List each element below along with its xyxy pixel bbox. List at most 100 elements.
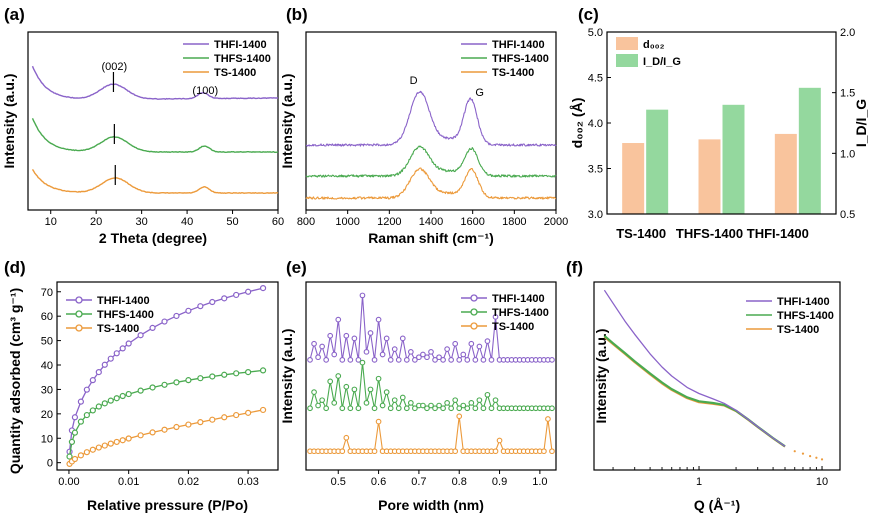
panel-e-point-THFI-1400-3 <box>319 343 325 350</box>
panel-c-bar-idig-TS-1400 <box>646 109 669 214</box>
panel-d-point-THFI-1400-11 <box>125 340 132 347</box>
panel-b-xtick-1000: 1000 <box>335 216 359 228</box>
panel-d-point-TS-1400-20 <box>233 411 240 419</box>
panel-e-point-THFS-1400-28 <box>420 402 426 409</box>
panel-c-ytick-right-0.5: 0.5 <box>840 209 855 221</box>
panel-b-legend-label-1: THFS-1400 <box>492 53 549 65</box>
panel-e-point-THFI-1400-5 <box>327 332 334 339</box>
panel-f-xtick-10: 10 <box>816 476 828 488</box>
panel-f-dot-TS-1400-3 <box>815 456 818 459</box>
panel-e-point-TS-1400-36 <box>452 448 459 455</box>
panel-e-xtick-0.8: 0.8 <box>452 476 467 488</box>
panel-d-xtick-2: 0.02 <box>178 476 199 488</box>
panel-e-point-THFS-1400-37 <box>456 405 463 412</box>
panel-c-ytick-left-4.5: 4.5 <box>588 73 603 85</box>
panel-a-xtick-10: 10 <box>45 216 57 228</box>
panel-e-xtick-1: 1.0 <box>532 476 547 488</box>
panel-e-point-THFI-1400-35 <box>448 357 455 363</box>
panel-e-point-THFS-1400-33 <box>440 405 446 412</box>
panel-f-xlabel: Q (Å⁻¹) <box>694 497 740 513</box>
panel-e-point-THFS-1400-15 <box>367 386 374 393</box>
panel-d-xtick-3: 0.03 <box>237 476 258 488</box>
panel-d-point-THFS-1400-8 <box>107 397 114 404</box>
panel-e-point-THFI-1400-0 <box>307 357 313 363</box>
panel-c-ytick-right-1.5: 1.5 <box>840 88 855 100</box>
panel-a-frame <box>27 31 279 211</box>
panel-d-point-THFI-1400-14 <box>161 318 168 325</box>
panel-d-point-TS-1400-13 <box>149 429 156 436</box>
panel-d-xlabel: Relative pressure (P/Po) <box>87 497 248 513</box>
panel-e-point-THFS-1400-23 <box>399 394 406 401</box>
panel-e-point-THFS-1400-9 <box>343 383 350 390</box>
panel-b-label: (b) <box>286 5 308 24</box>
panel-e-point-THFS-1400-31 <box>432 405 438 412</box>
panel-c-legend-label-1: I_D/I_G <box>643 56 681 68</box>
panel-e-point-THFS-1400-46 <box>492 397 499 404</box>
panel-e-point-THFS-1400-41 <box>472 405 479 412</box>
panel-e-xtick-0.7: 0.7 <box>411 476 426 488</box>
panel-e-point-THFS-1400-4 <box>323 405 330 412</box>
panel-e-point-THFI-1400-12 <box>355 357 362 363</box>
panel-d-xtick-0: 0.00 <box>58 476 79 488</box>
panel-d-point-TS-1400-14 <box>161 426 168 433</box>
panel-e-point-TS-1400-9 <box>343 434 350 441</box>
panel-e-legend-marker-0 <box>470 294 478 302</box>
panel-e-point-THFI-1400-22 <box>395 357 402 363</box>
panel-e-point-THFI-1400-18 <box>379 351 386 358</box>
panel-e-point-THFI-1400-8 <box>339 357 346 363</box>
panel-e-point-THFS-1400-16 <box>371 405 378 412</box>
panel-d-point-TS-1400-22 <box>259 406 267 414</box>
panel-e-xlabel: Pore width (nm) <box>378 497 484 513</box>
panel-e-point-THFS-1400-20 <box>387 405 394 412</box>
panel-b-series-THFI-1400 <box>305 90 557 147</box>
panel-d-label: (d) <box>4 258 26 277</box>
panel-e-point-THFI-1400-10 <box>347 357 354 363</box>
panel-d-point-THFI-1400-20 <box>233 291 240 299</box>
panel-e-point-THFS-1400-30 <box>428 402 434 409</box>
panel-d-point-THFS-1400-11 <box>125 390 132 398</box>
panel-d-point-THFI-1400-12 <box>137 332 144 339</box>
panel-d-ytick-0: 0 <box>47 458 53 470</box>
panel-b-series-THFS-1400 <box>305 145 557 178</box>
panel-e-frame <box>305 281 557 471</box>
panel-b-peak-G: G <box>475 87 484 99</box>
panel-d-point-THFI-1400-15 <box>173 312 180 320</box>
panel-f-dot-TS-1400-2 <box>809 455 812 458</box>
panel-b-legend-label-0: THFI-1400 <box>492 39 545 51</box>
panel-c-bar-d002-THFS-1400 <box>698 139 721 214</box>
panel-e-point-THFI-1400-1 <box>311 340 317 347</box>
panel-d-point-TS-1400-3 <box>77 452 84 459</box>
panel-e-point-THFS-1400-32 <box>436 402 442 409</box>
panel-d-point-THFI-1400-13 <box>149 324 156 332</box>
panel-d-point-THFI-1400-7 <box>101 361 108 368</box>
panel-e-point-THFI-1400-16 <box>371 357 378 363</box>
panel-e-point-THFI-1400-20 <box>387 357 394 363</box>
panel-e-xtick-0.5: 0.5 <box>331 476 346 488</box>
panel-d-legend-label-2: TS-1400 <box>97 323 139 335</box>
panel-d-point-THFS-1400-2 <box>71 429 79 436</box>
panel-e-point-TS-1400-58 <box>541 448 547 455</box>
panel-e-point-THFI-1400-27 <box>416 354 422 361</box>
panel-a-xlabel: 2 Theta (degree) <box>99 230 207 246</box>
panel-e-point-THFS-1400-60 <box>549 405 555 412</box>
panel-d-point-THFS-1400-21 <box>245 368 252 376</box>
panel-d-point-THFI-1400-5 <box>89 377 96 384</box>
panel-e-point-THFS-1400-18 <box>379 402 386 409</box>
panel-d-point-THFS-1400-22 <box>259 367 267 374</box>
panel-e-legend-label-1: THFS-1400 <box>492 307 549 319</box>
panel-d-point-TS-1400-4 <box>83 449 90 456</box>
panel-a-peak-002: (002) <box>102 61 128 73</box>
panel-b-xtick-800: 800 <box>297 216 315 228</box>
panel-f-legend-label-1: THFS-1400 <box>777 310 834 322</box>
panel-e-point-THFI-1400-14 <box>363 348 370 355</box>
panel-a-legend-label-2: TS-1400 <box>214 67 256 79</box>
panel-d-point-TS-1400-6 <box>95 444 102 451</box>
panel-c-ytick-left-3: 3.0 <box>588 209 603 221</box>
panel-d-point-TS-1400-19 <box>221 414 228 421</box>
panel-d-point-THFI-1400-10 <box>119 345 126 352</box>
panel-d-point-THFI-1400-21 <box>245 288 252 295</box>
panel-d-legend-marker-2 <box>75 324 83 332</box>
panel-b-xtick-1200: 1200 <box>377 216 401 228</box>
panel-d-point-TS-1400-12 <box>137 432 144 439</box>
